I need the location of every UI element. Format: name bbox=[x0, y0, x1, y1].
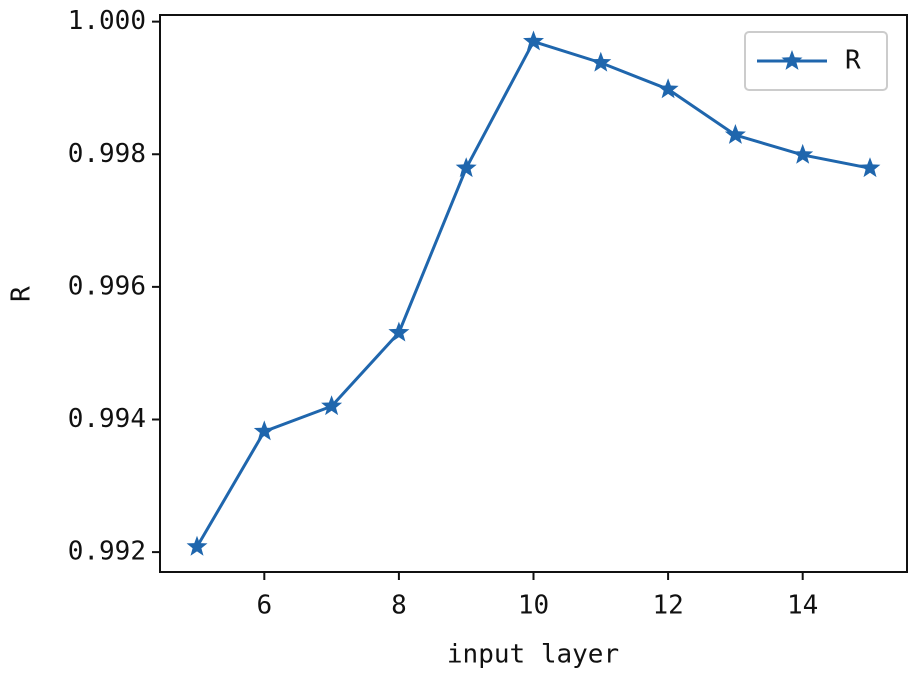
legend-label: R bbox=[845, 46, 861, 76]
y-tick-label: 1.000 bbox=[68, 6, 146, 36]
x-tick-label: 8 bbox=[391, 591, 407, 621]
series-line bbox=[195, 39, 871, 548]
plot-frame bbox=[159, 14, 908, 573]
marker bbox=[724, 124, 746, 144]
marker bbox=[321, 395, 343, 416]
marker bbox=[186, 535, 208, 556]
x-axis-label: input layer bbox=[447, 640, 619, 670]
x-tick-label: 10 bbox=[518, 591, 549, 621]
marker bbox=[388, 321, 410, 342]
legend-marker bbox=[781, 50, 803, 70]
y-tick-label: 0.992 bbox=[68, 537, 146, 567]
y-tick-label: 0.996 bbox=[68, 271, 146, 301]
y-axis-label: R bbox=[7, 286, 37, 302]
y-tick-label: 0.994 bbox=[68, 404, 146, 434]
legend: R bbox=[744, 31, 888, 91]
x-tick-label: 14 bbox=[787, 591, 818, 621]
x-tick-label: 6 bbox=[256, 591, 272, 621]
marker bbox=[523, 30, 544, 51]
marker bbox=[657, 78, 679, 99]
marker bbox=[455, 157, 477, 178]
marker bbox=[859, 157, 881, 178]
marker bbox=[792, 143, 814, 164]
y-tick-label: 0.998 bbox=[68, 139, 146, 169]
marker bbox=[253, 420, 275, 441]
marker bbox=[590, 51, 612, 72]
x-tick-label: 12 bbox=[652, 591, 683, 621]
